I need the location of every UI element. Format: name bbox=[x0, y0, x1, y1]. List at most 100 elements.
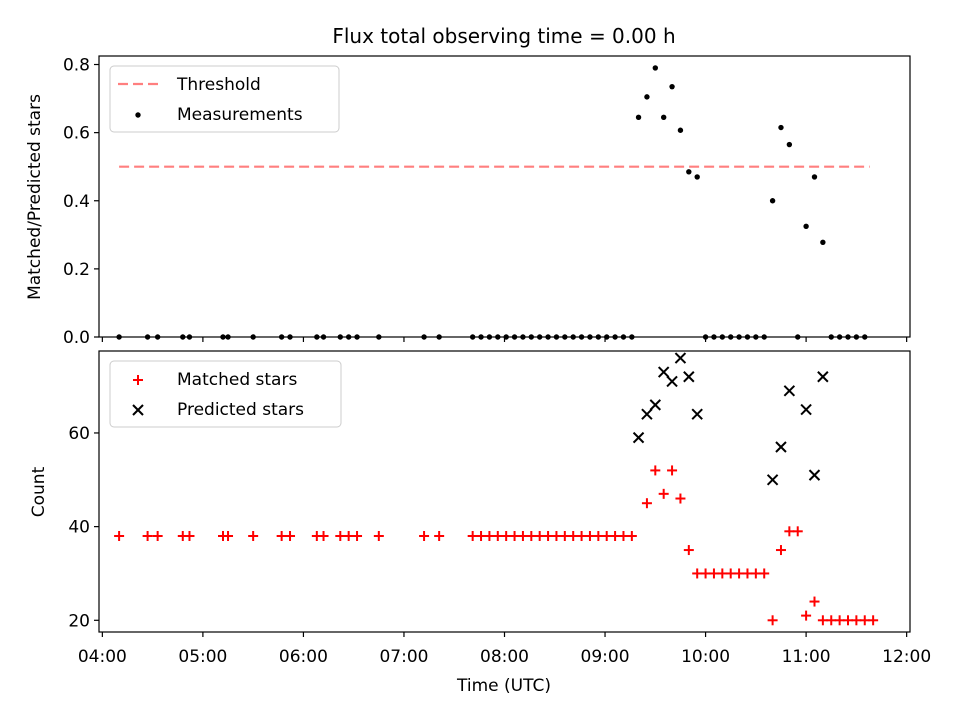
measurement-point bbox=[469, 334, 476, 340]
measurement-point bbox=[761, 334, 767, 340]
measurement-point bbox=[250, 334, 256, 340]
count-legend-box bbox=[109, 360, 342, 428]
measurement-point bbox=[853, 334, 860, 340]
matched-star-point bbox=[717, 568, 728, 579]
matched-star-point bbox=[809, 596, 820, 607]
y-tick-label: 0.0 bbox=[63, 328, 90, 348]
legend-matched-swatch bbox=[133, 375, 143, 385]
predicted-star-point bbox=[817, 371, 829, 383]
matched-star-point bbox=[775, 545, 786, 556]
matched-star-point bbox=[610, 530, 621, 541]
matched-star-point bbox=[484, 530, 495, 541]
measurement-point bbox=[620, 334, 627, 340]
measurement-point bbox=[314, 334, 320, 340]
y-tick-label: 0.8 bbox=[63, 56, 90, 76]
matched-star-point bbox=[492, 530, 503, 541]
measurement-point bbox=[376, 334, 382, 340]
matched-star-point bbox=[551, 530, 562, 541]
matched-star-point bbox=[750, 568, 761, 579]
matched-star-point bbox=[725, 568, 736, 579]
measurement-point bbox=[669, 83, 675, 90]
matched-star-point bbox=[801, 610, 812, 621]
matched-star-point bbox=[584, 530, 595, 541]
measurement-point bbox=[186, 334, 193, 340]
measurement-point bbox=[337, 334, 343, 340]
measurement-point bbox=[520, 334, 526, 340]
legend-measurements-swatch bbox=[135, 112, 141, 118]
measurement-point bbox=[578, 334, 585, 340]
matched-star-point bbox=[734, 568, 745, 579]
measurement-point bbox=[154, 334, 161, 340]
count-panel: 20 40 60 04:00 05:00 06:00 07:00 08:00 09:00 10:… bbox=[29, 350, 931, 696]
measurement-point bbox=[719, 334, 726, 340]
predicted-star-point bbox=[783, 385, 796, 397]
measurement-point bbox=[545, 334, 551, 340]
measurement-point bbox=[180, 334, 186, 340]
measurement-point bbox=[736, 334, 742, 340]
x-tick-label: 11:00 bbox=[782, 647, 831, 667]
matched-star-point bbox=[817, 615, 828, 626]
measurement-point bbox=[795, 334, 801, 340]
matched-star-point bbox=[184, 530, 195, 541]
measurement-point bbox=[728, 334, 734, 340]
matched-star-point bbox=[223, 530, 234, 541]
x-tick-label: 04:00 bbox=[78, 647, 127, 667]
measurement-point bbox=[686, 169, 692, 175]
matched-star-point bbox=[142, 530, 153, 541]
measurement-point bbox=[528, 334, 535, 340]
predicted-star-point bbox=[649, 399, 662, 411]
ratio-x-ticks bbox=[101, 337, 908, 342]
matched-star-point bbox=[851, 615, 862, 626]
matched-star-point bbox=[476, 530, 487, 541]
matched-star-point bbox=[276, 530, 287, 541]
matched-star-point bbox=[868, 615, 879, 626]
predicted-star-point bbox=[641, 408, 653, 420]
matched-star-point bbox=[826, 615, 837, 626]
cross-stroke bbox=[766, 474, 779, 486]
measurement-point bbox=[144, 334, 151, 340]
ratio-panel: 0.00.20.40.60.8 Matched/Predicted stars … bbox=[25, 55, 911, 348]
matched-star-point bbox=[683, 545, 694, 556]
measurement-point bbox=[635, 114, 642, 121]
ratio-y-axis-label: Matched/Predicted stars bbox=[25, 94, 45, 300]
legend-matched-marker bbox=[133, 375, 143, 385]
y-tick-label: 20 bbox=[68, 611, 90, 631]
ratio-legend: Threshold Measurements bbox=[109, 65, 340, 133]
legend-predicted-swatch bbox=[132, 404, 144, 416]
y-tick-label: 0.4 bbox=[63, 192, 90, 212]
x-tick-label: 05:00 bbox=[178, 647, 227, 667]
measurement-point bbox=[644, 94, 650, 100]
x-tick-label: 06:00 bbox=[279, 647, 328, 667]
predicted-star-point bbox=[666, 375, 678, 388]
x-tick-label: 09:00 bbox=[581, 647, 630, 667]
measurement-point bbox=[753, 334, 759, 340]
cross-stroke bbox=[632, 431, 645, 444]
predicted-star-point bbox=[674, 352, 687, 364]
measurement-point bbox=[478, 334, 484, 340]
measurement-point bbox=[778, 124, 784, 131]
predicted-star-point bbox=[632, 431, 645, 444]
measurement-point bbox=[225, 334, 231, 340]
matched-star-point bbox=[543, 530, 554, 541]
measurement-point bbox=[845, 334, 851, 340]
matched-star-point bbox=[742, 568, 753, 579]
measurement-point bbox=[652, 65, 659, 71]
cross-stroke bbox=[674, 352, 687, 364]
matched-star-point bbox=[467, 530, 478, 541]
measurement-point bbox=[769, 198, 776, 204]
measurement-point bbox=[786, 141, 793, 148]
predicted-star-point bbox=[800, 403, 812, 416]
matched-star-point bbox=[318, 530, 329, 541]
matched-star-point bbox=[675, 493, 686, 504]
matched-star-point bbox=[618, 530, 629, 541]
measurement-point bbox=[711, 334, 717, 340]
cross-stroke bbox=[691, 408, 703, 420]
cross-stroke bbox=[649, 399, 662, 411]
matched-star-point bbox=[641, 498, 652, 509]
matched-star-point bbox=[568, 530, 579, 541]
legend-predicted-marker bbox=[132, 404, 144, 416]
cross-stroke bbox=[657, 366, 670, 378]
matched-star-point bbox=[859, 615, 870, 626]
matched-star-point bbox=[559, 530, 570, 541]
matched-star-point bbox=[593, 530, 604, 541]
